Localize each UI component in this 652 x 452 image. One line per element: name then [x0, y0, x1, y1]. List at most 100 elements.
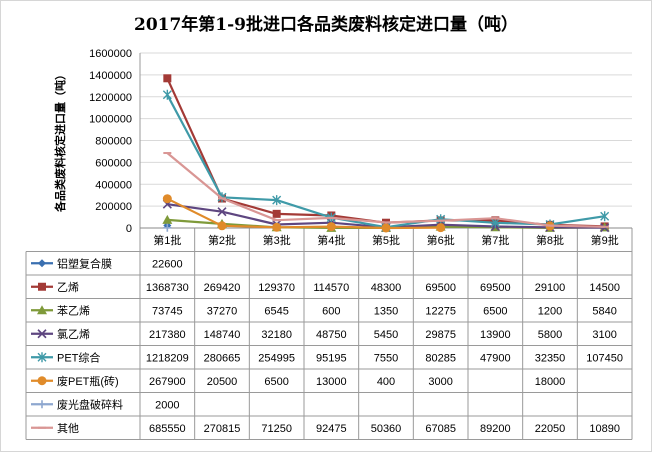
data-label: 50360: [371, 423, 402, 435]
x-tick-label: 第2批: [208, 233, 236, 247]
data-point: [37, 305, 47, 315]
series-name: 苯乙烯: [57, 303, 90, 317]
x-tick-label: 第7批: [481, 233, 509, 247]
data-label: 92475: [316, 423, 347, 435]
data-point: [38, 400, 46, 409]
data-point: [162, 89, 172, 100]
y-tick-label: 1200000: [89, 92, 132, 104]
data-label: 22050: [535, 423, 566, 435]
data-label: 6500: [264, 376, 288, 388]
data-point: [272, 209, 281, 218]
data-label: 71250: [261, 423, 292, 435]
data-label: 1218209: [146, 352, 189, 364]
data-point: [490, 217, 500, 228]
data-label: 6500: [483, 305, 507, 317]
data-point: [162, 214, 173, 224]
y-tick-label: 0: [126, 223, 132, 235]
data-point: [326, 222, 336, 232]
data-label: 400: [377, 376, 395, 388]
data-label: 67085: [425, 423, 456, 435]
data-label: 29100: [535, 282, 566, 294]
data-label: 29875: [425, 329, 456, 341]
series-name: 乙烯: [57, 281, 79, 294]
data-point: [37, 329, 47, 339]
data-label: 5840: [592, 305, 616, 317]
data-point: [37, 352, 47, 363]
chart-title: 2017年第1-9批进口各品类废料核定进口量（吨）: [133, 15, 519, 35]
data-point: [272, 222, 282, 232]
data-label: 270815: [204, 423, 241, 435]
data-point: [38, 282, 46, 291]
data-point: [217, 221, 227, 231]
data-label: 280665: [204, 352, 241, 364]
data-point: [37, 376, 47, 386]
data-label: 37270: [207, 305, 238, 317]
y-tick-label: 1400000: [89, 70, 132, 82]
data-label: 114570: [313, 282, 349, 294]
data-point: [436, 223, 446, 233]
data-label: 80285: [425, 352, 456, 364]
series-name: PET综合: [57, 350, 100, 364]
data-label: 10890: [589, 423, 620, 435]
data-label: 1350: [374, 305, 398, 317]
series-name: 废光盘破碎料: [57, 397, 123, 411]
data-label: 69500: [480, 282, 511, 294]
x-tick-label: 第1批: [153, 233, 181, 247]
data-point: [600, 211, 610, 222]
y-tick-label: 1000000: [89, 114, 132, 126]
data-label: 48300: [371, 282, 402, 294]
data-label: 73745: [152, 305, 183, 317]
data-label: 3000: [428, 376, 452, 388]
data-label: 89200: [480, 423, 511, 435]
data-label: 20500: [207, 376, 238, 388]
data-point: [163, 74, 172, 83]
data-label: 254995: [258, 352, 295, 364]
data-label: 12275: [425, 305, 456, 317]
data-label: 48750: [316, 329, 347, 341]
series-name: 其他: [57, 422, 79, 435]
data-label: 1368730: [146, 282, 189, 294]
data-label: 685550: [149, 423, 186, 435]
data-label: 267900: [149, 376, 186, 388]
series-name: 氯乙烯: [57, 327, 90, 341]
data-label: 148740: [204, 329, 241, 341]
x-tick-label: 第9批: [591, 233, 619, 247]
data-point: [217, 207, 227, 217]
data-point: [163, 223, 172, 232]
data-label: 129370: [258, 282, 295, 294]
y-tick-label: 600000: [95, 157, 132, 169]
data-label: 14500: [589, 282, 620, 294]
data-point: [162, 194, 172, 204]
x-tick-label: 第4批: [317, 233, 345, 247]
series-line: [166, 94, 605, 229]
data-label: 269420: [204, 282, 241, 294]
x-tick-label: 第6批: [427, 233, 455, 247]
data-label: 107450: [586, 352, 623, 364]
data-label: 13900: [480, 329, 511, 341]
x-tick-label: 第8批: [536, 233, 564, 247]
x-tick-label: 第5批: [372, 233, 400, 247]
data-label: 95195: [316, 352, 347, 364]
series-line: [166, 77, 605, 228]
x-tick-label: 第3批: [263, 233, 291, 247]
data-point: [381, 223, 391, 233]
data-label: 22600: [152, 258, 183, 270]
data-label: 1200: [538, 305, 562, 317]
data-label: 18000: [535, 376, 566, 388]
data-label: 69500: [425, 282, 456, 294]
y-tick-label: 400000: [95, 179, 132, 191]
series-name: 废PET瓶(砖): [57, 374, 119, 388]
data-label: 217380: [149, 329, 186, 341]
y-tick-label: 800000: [95, 136, 132, 148]
data-label: 5450: [374, 329, 398, 341]
y-tick-label: 200000: [95, 201, 132, 213]
series-name: 铝塑复合膜: [57, 256, 112, 270]
y-axis-label: 各品类废料核定进口量（吨）: [53, 69, 67, 213]
data-point: [38, 259, 46, 268]
data-label: 7550: [374, 352, 398, 364]
data-label: 3100: [592, 329, 616, 341]
series-line: [166, 152, 605, 228]
y-tick-label: 1600000: [89, 48, 132, 60]
data-label: 32350: [535, 352, 566, 364]
